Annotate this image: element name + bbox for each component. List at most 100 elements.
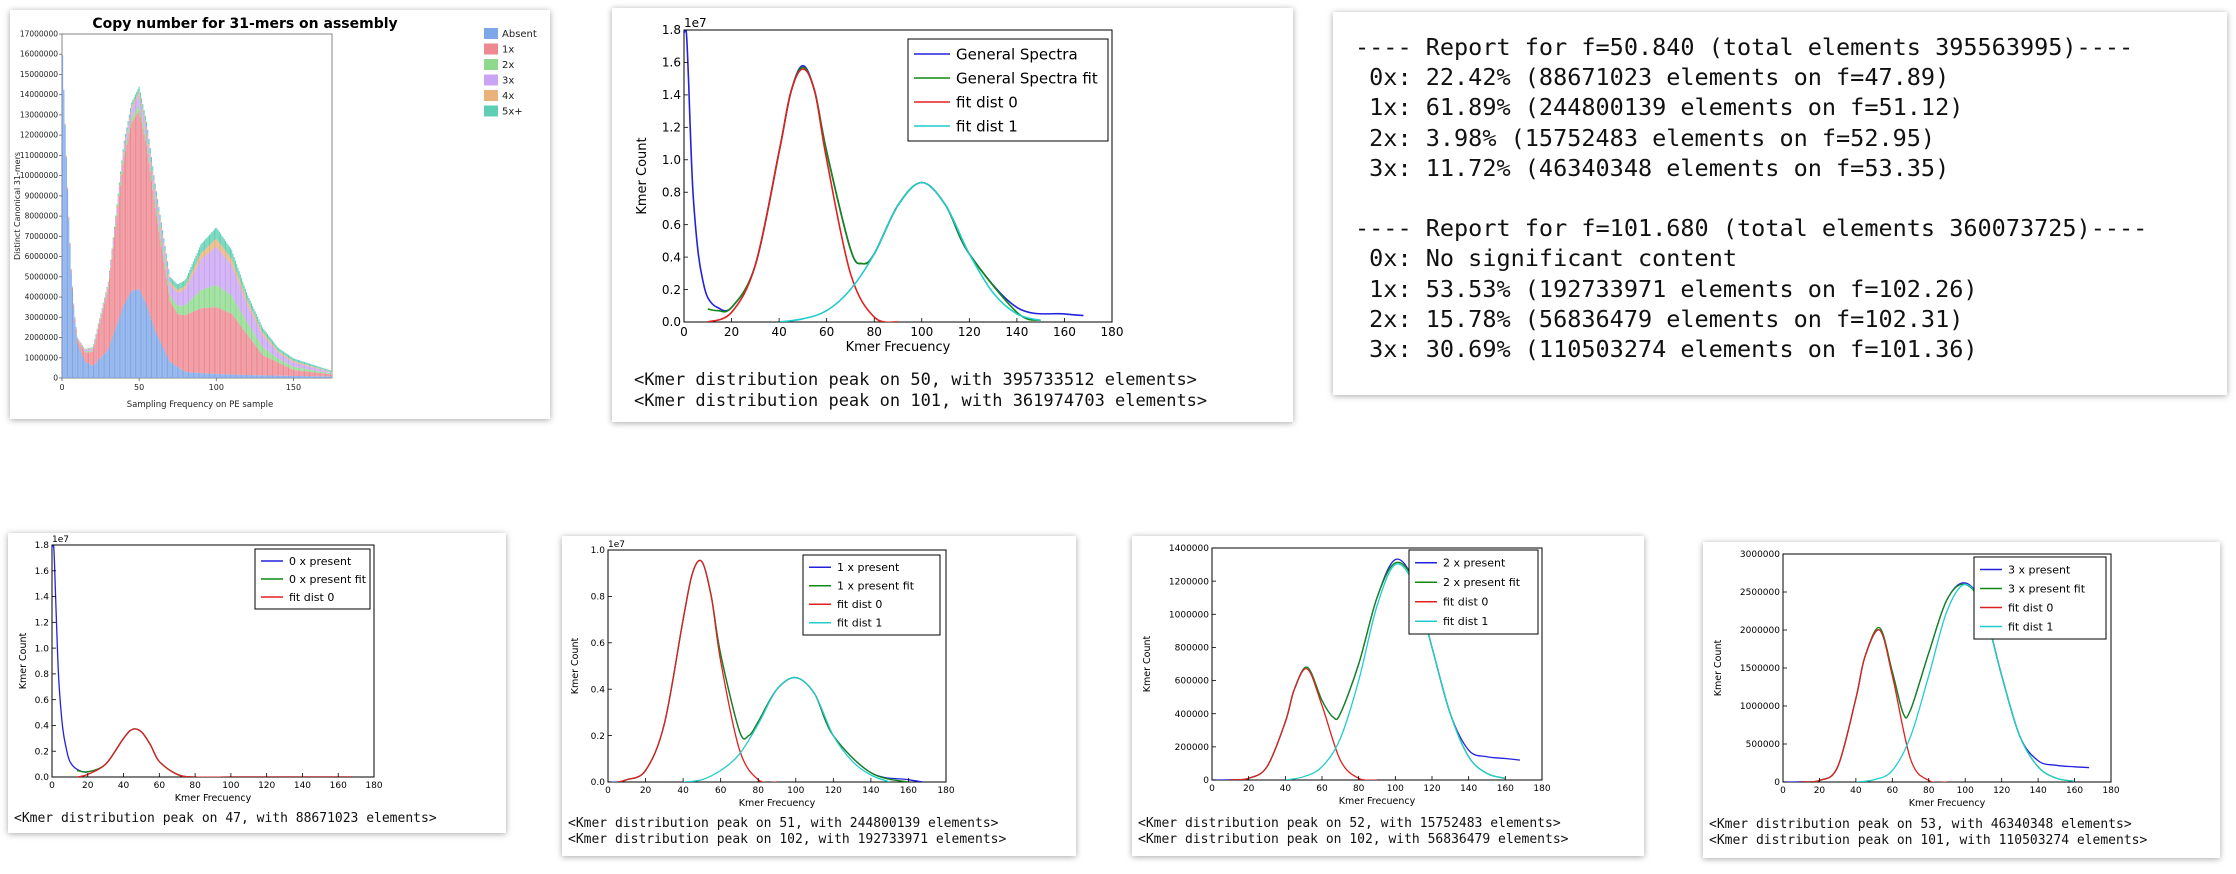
bar-segment [232,297,234,316]
bar-segment [278,375,280,378]
bar-segment [78,346,80,378]
bar-segment [247,301,249,306]
bar-segment [187,313,190,373]
bar-segment [155,199,157,210]
bar-segment [311,364,313,367]
bar-segment [167,279,169,286]
bar-segment [118,192,120,196]
bar-segment [123,145,125,153]
bar-segment [258,341,260,351]
bar-segment [301,363,303,365]
bar-segment [90,348,92,351]
bar-segment [201,289,203,309]
bar-segment [123,143,125,146]
series-line [1801,629,1948,782]
bar-segment [252,331,254,342]
bar-segment [232,268,234,298]
x-axis-label: Kmer Frecuency [846,340,951,355]
bar-segment [142,128,144,297]
bar-segment [320,367,322,369]
bar-segment [331,370,333,373]
bar-segment [89,352,91,365]
bar-segment [83,350,85,359]
bar-segment [106,292,108,294]
bar-segment [281,353,283,356]
bar-segment [90,364,92,378]
bar-segment [70,270,72,273]
bar-segment [113,331,115,378]
bar-segment [196,293,198,310]
bar-segment [153,180,155,184]
bar-segment [195,294,197,311]
bar-segment [239,274,241,283]
bar-segment [212,285,214,308]
bar-segment [102,302,104,304]
bar-segment [144,120,146,124]
bar-segment [192,311,194,373]
bar-segment [160,230,162,241]
x-tick-label: 120 [1993,786,2010,796]
bar-segment [102,303,104,305]
bar-segment [297,370,299,377]
y-tick-label: 1.4 [35,593,50,603]
x-tick-label: 180 [1533,784,1550,794]
bar-segment [111,248,113,251]
bar-segment [78,340,80,342]
bar-segment [147,148,149,155]
bar-segment [270,375,272,378]
bar-segment [122,149,124,153]
bar-segment [231,250,233,260]
bar-segment [181,287,183,291]
bar-segment [326,370,328,372]
x-tick-label: 100 [787,786,804,796]
bar-segment [259,326,261,330]
x-tick-label: 40 [1850,786,1862,796]
bar-segment [187,279,190,284]
bar-segment [86,348,88,350]
y-tick-label: 1400000 [1169,544,1209,554]
bar-segment [213,240,215,249]
bar-segment [239,325,241,375]
bar-segment [326,372,328,374]
bar-segment [78,341,80,347]
bar-segment [105,299,107,353]
bar-segment [153,175,155,181]
bar-segment [86,352,88,363]
bar-segment [221,288,223,310]
bar-segment [79,349,81,378]
bar-segment [259,329,261,344]
bar-segment [64,124,66,126]
bar-segment [157,217,159,224]
bar-segment [292,360,294,363]
bar-segment [189,372,191,378]
bar-segment [132,104,134,107]
bar-segment [257,348,259,376]
bar-segment [231,374,233,378]
y-tick-label: 5000000 [25,272,59,281]
bar-segment [306,371,308,377]
bar-segment [300,364,302,369]
bar-segment [247,374,249,378]
bar-segment [258,350,260,376]
bar-segment [146,129,148,140]
bar-segment [97,323,99,325]
bar-segment [231,265,233,296]
y-axis-label: Kmer Count [635,137,650,214]
bar-segment [190,372,192,378]
bar-segment [295,367,297,371]
bar-segment [278,352,280,359]
x-tick-label: 0 [605,786,611,796]
bar-segment [291,360,293,362]
bar-segment [227,374,229,378]
bar-segment [331,372,333,374]
bar-segment [313,372,315,377]
x-tick-label: 80 [752,786,764,796]
bar-segment [180,314,182,370]
bar-segment [149,172,151,316]
bar-segment [170,286,172,297]
bar-segment [173,288,175,301]
bar-segment [191,264,193,272]
bar-segment [218,231,220,243]
bar-segment [299,376,301,378]
y-tick-label: 0.4 [662,250,681,264]
